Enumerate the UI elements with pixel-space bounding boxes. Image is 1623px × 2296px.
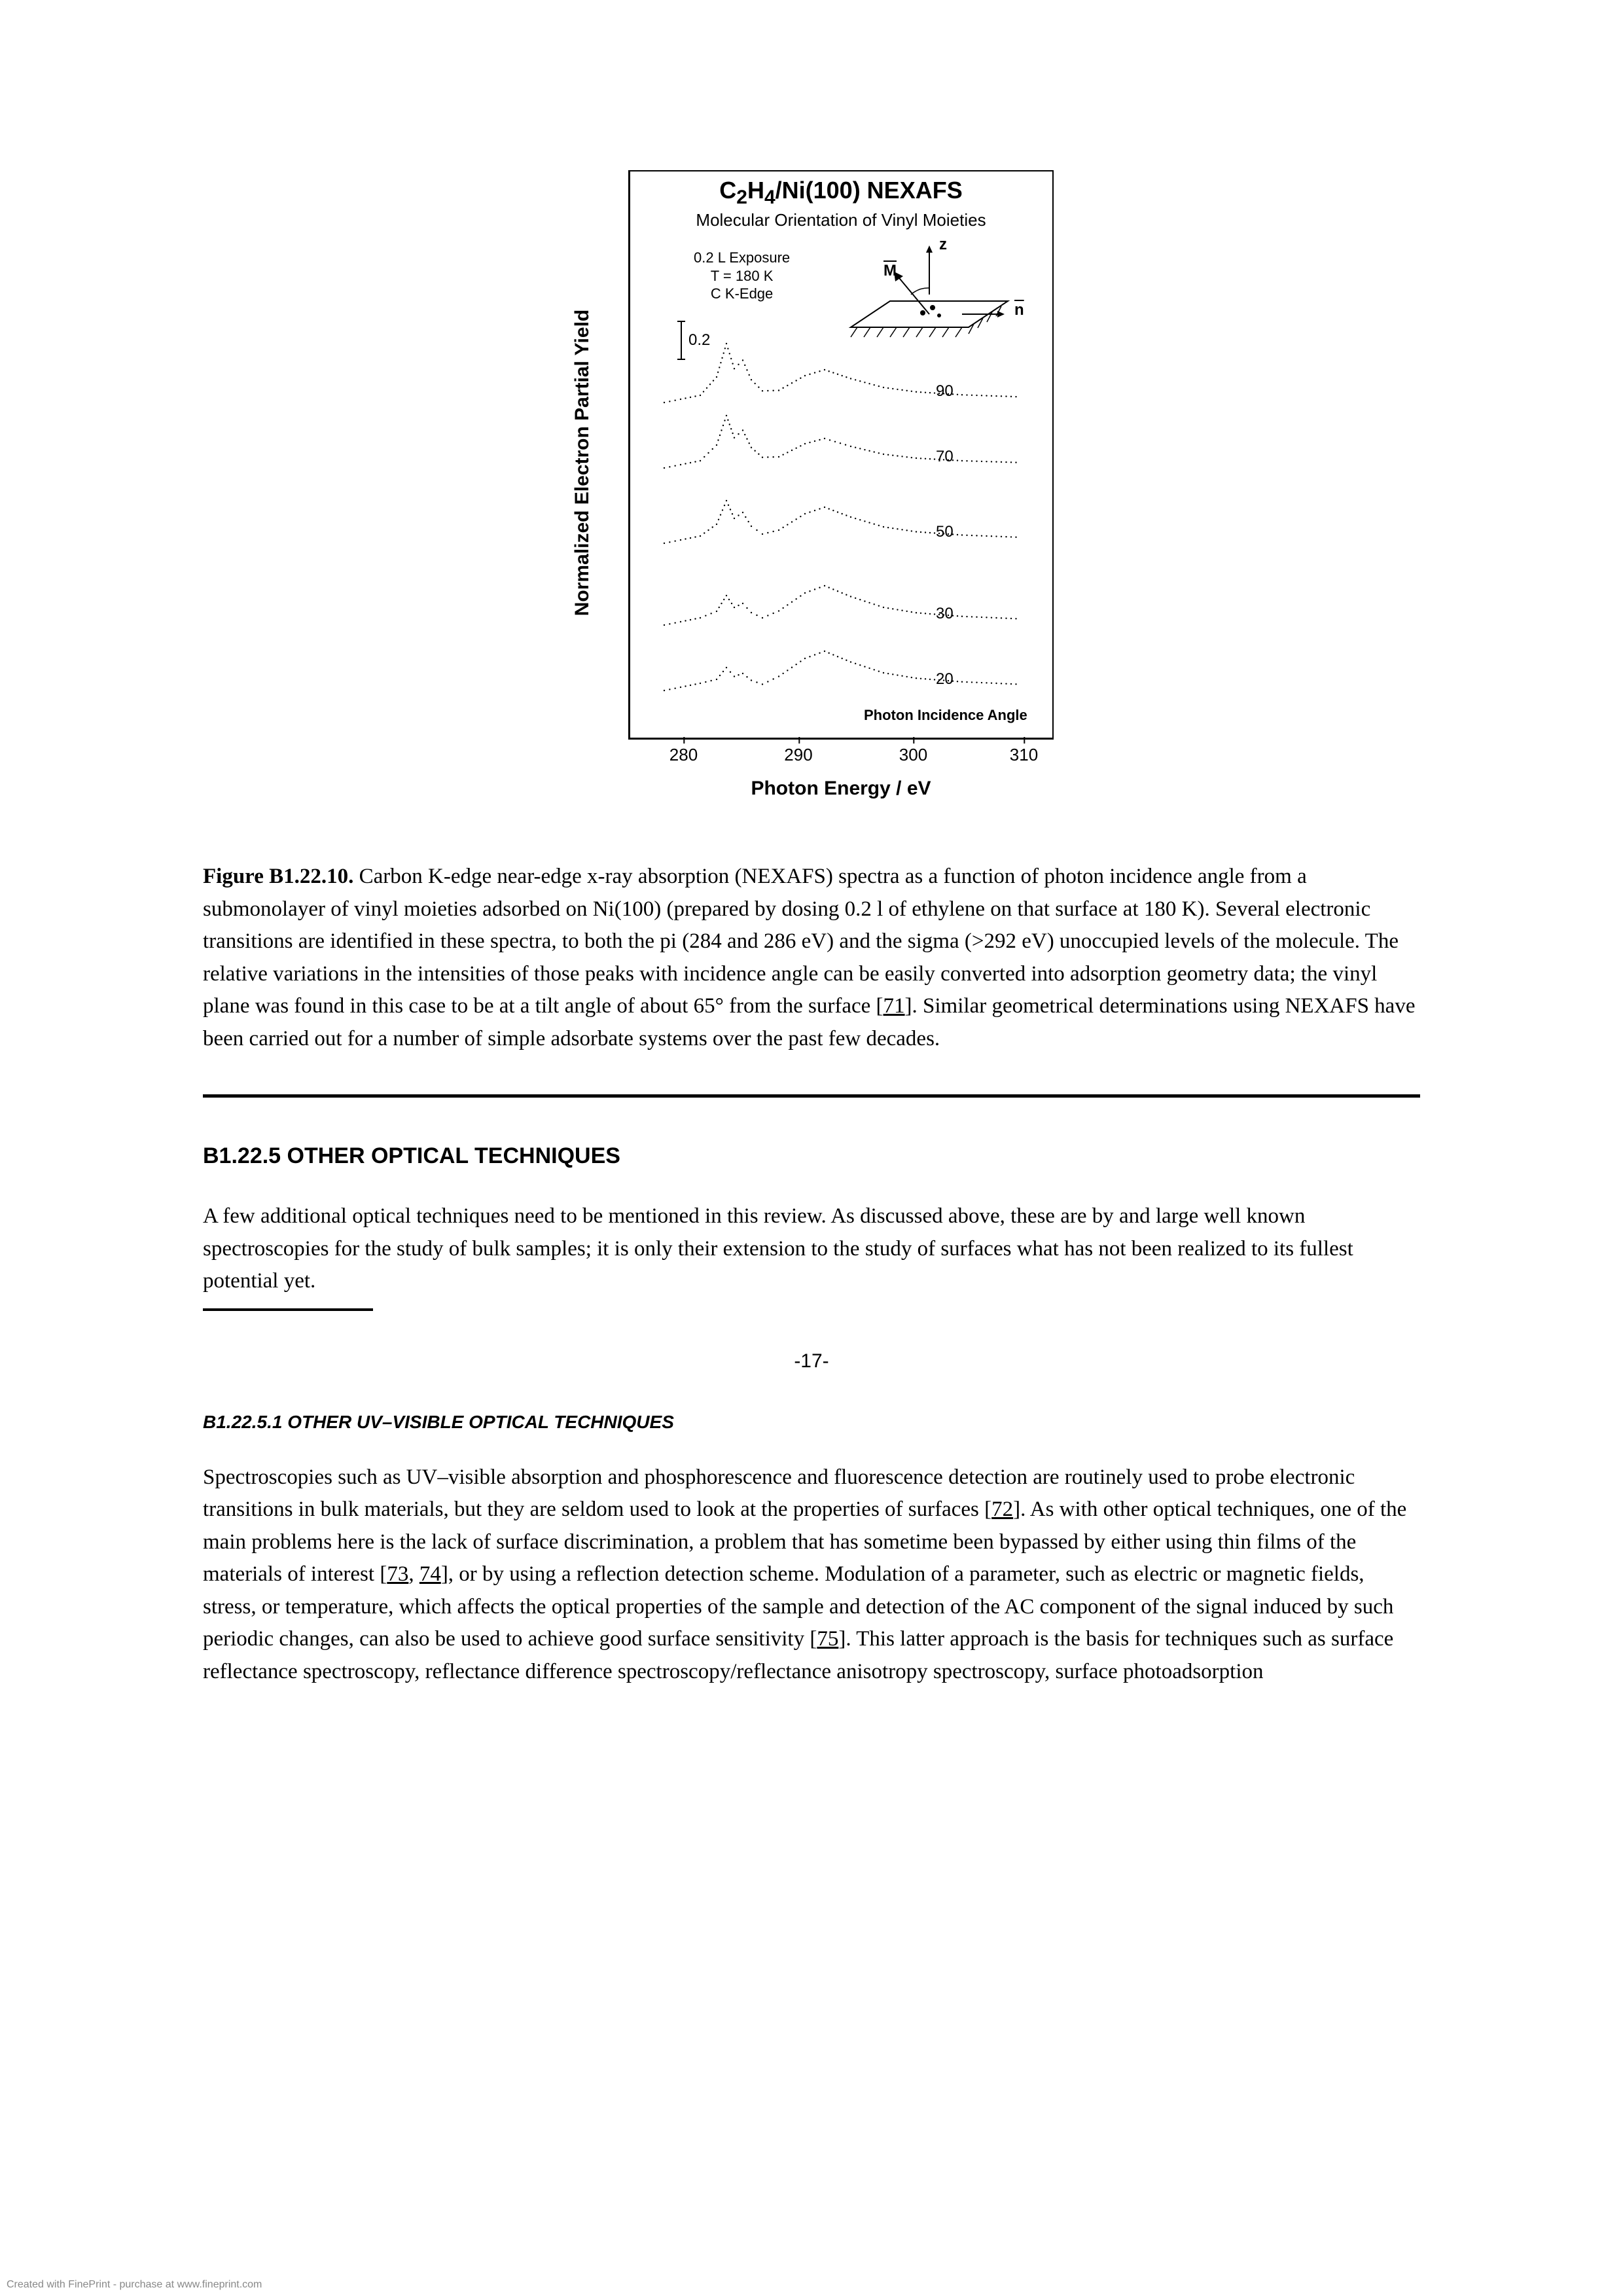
figure-caption-label: Figure B1.22.10. [203,865,353,888]
citation-link-75[interactable]: 75 [817,1627,838,1651]
scale-bar-label: 0.2 [688,331,710,350]
page-content: Normalized Electron Partial Yield C2H4/N… [203,164,1420,1698]
curve-angle-label: 30 [936,605,954,623]
subsection-paragraph-1: Spectroscopies such as UV–visible absorp… [203,1462,1420,1689]
section-divider [203,1094,1420,1098]
chart-title-main: C2H4/Ni(100) NEXAFS [628,177,1054,209]
x-tick: 280 [669,745,698,765]
curve-angle-label: 70 [936,448,954,466]
diagram-label-z: z [939,236,947,254]
chart-ylabel: Normalized Electron Partial Yield [571,310,594,617]
citation-link-74[interactable]: 74 [419,1562,441,1586]
diagram-label-n: n [1014,301,1024,319]
x-tick: 310 [1010,745,1038,765]
x-tick: 300 [899,745,927,765]
subsection-heading: B1.22.5.1 OTHER UV–VISIBLE OPTICAL TECHN… [203,1412,1420,1433]
diagram-label-m: M [883,262,897,280]
chart-title: C2H4/Ni(100) NEXAFS Molecular Orientatio… [628,177,1054,230]
x-ticks: 280 290 300 310 [628,745,1054,771]
figure-caption: Figure B1.22.10. Carbon K-edge near-edge… [203,861,1420,1055]
curve-angle-label: 50 [936,523,954,541]
curve-angle-label: 90 [936,382,954,401]
chart-xlabel: Photon Energy / eV [628,778,1054,800]
chart-annotation: 0.2 L Exposure T = 180 K C K-Edge [694,249,790,303]
figure-box: Normalized Electron Partial Yield C2H4/N… [556,164,1067,818]
molecule-diagram-icon [831,242,1027,360]
figure-container: Normalized Electron Partial Yield C2H4/N… [203,164,1420,821]
curve-angle-label: 20 [936,670,954,689]
footer-watermark: Created with FinePrint - purchase at www… [7,2279,262,2291]
chart-scale-bar: 0.2 [681,321,710,360]
citation-link-73[interactable]: 73 [387,1562,408,1586]
citation-link-71[interactable]: 71 [883,994,905,1018]
x-tick: 290 [784,745,812,765]
scale-bar-line [681,321,682,360]
section-heading: B1.22.5 OTHER OPTICAL TECHNIQUES [203,1143,1420,1169]
citation-link-72[interactable]: 72 [991,1498,1013,1521]
chart-subtitle: Molecular Orientation of Vinyl Moieties [628,210,1054,230]
incidence-angle-label: Photon Incidence Angle [864,707,1027,724]
page-number: -17- [203,1350,1420,1372]
section-paragraph-1: A few additional optical techniques need… [203,1200,1420,1298]
short-rule [203,1308,373,1311]
